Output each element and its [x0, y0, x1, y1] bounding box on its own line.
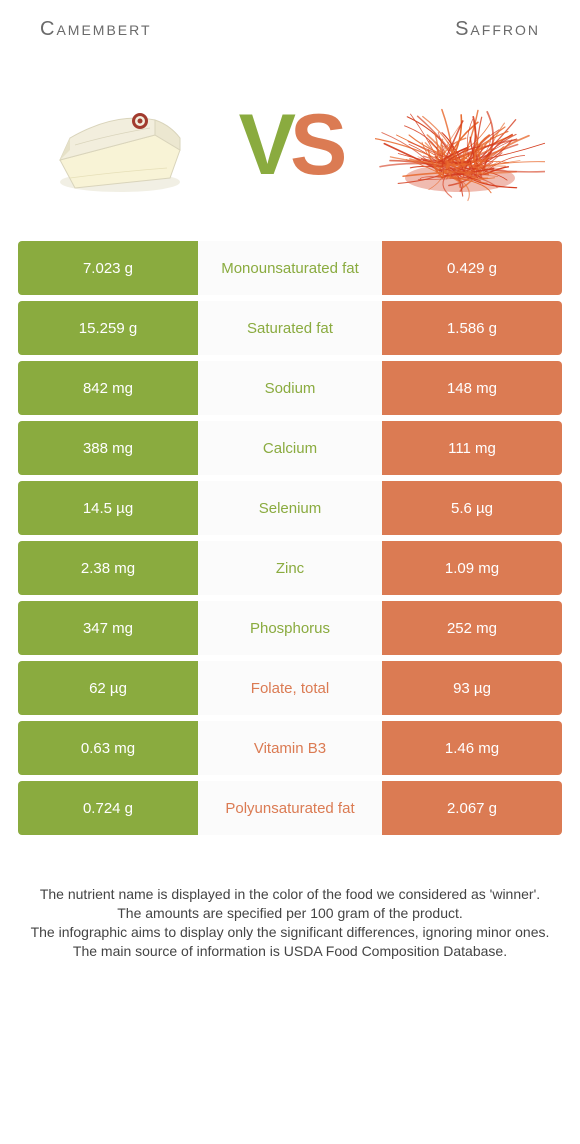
footer-line: The nutrient name is displayed in the co… [30, 885, 550, 904]
table-row: 0.724 gPolyunsaturated fat2.067 g [18, 781, 562, 835]
footer-line: The amounts are specified per 100 gram o… [30, 904, 550, 923]
table-row: 2.38 mgZinc1.09 mg [18, 541, 562, 595]
vs-s: S [290, 102, 341, 188]
hero-section: VS [0, 41, 580, 241]
right-value-cell: 1.46 mg [382, 721, 562, 775]
right-value-cell: 148 mg [382, 361, 562, 415]
left-value-cell: 347 mg [18, 601, 198, 655]
vs-v: V [239, 102, 290, 188]
nutrient-label-cell: Polyunsaturated fat [198, 781, 382, 835]
header: Camembert Saffron [0, 0, 580, 41]
left-value-cell: 0.724 g [18, 781, 198, 835]
table-row: 15.259 gSaturated fat1.586 g [18, 301, 562, 355]
left-value-cell: 0.63 mg [18, 721, 198, 775]
table-row: 388 mgCalcium111 mg [18, 421, 562, 475]
footer-notes: The nutrient name is displayed in the co… [0, 841, 580, 961]
table-row: 0.63 mgVitamin B31.46 mg [18, 721, 562, 775]
table-row: 347 mgPhosphorus252 mg [18, 601, 562, 655]
left-food-title: Camembert [40, 18, 152, 41]
left-value-cell: 62 µg [18, 661, 198, 715]
right-value-cell: 1.586 g [382, 301, 562, 355]
nutrient-label-cell: Phosphorus [198, 601, 382, 655]
camembert-illustration [45, 90, 195, 200]
left-value-cell: 842 mg [18, 361, 198, 415]
saffron-illustration [375, 85, 545, 205]
right-value-cell: 93 µg [382, 661, 562, 715]
table-row: 14.5 µgSelenium5.6 µg [18, 481, 562, 535]
nutrient-label-cell: Monounsaturated fat [198, 241, 382, 295]
right-value-cell: 252 mg [382, 601, 562, 655]
left-value-cell: 2.38 mg [18, 541, 198, 595]
vs-label: VS [239, 102, 342, 188]
right-value-cell: 0.429 g [382, 241, 562, 295]
right-value-cell: 2.067 g [382, 781, 562, 835]
right-value-cell: 5.6 µg [382, 481, 562, 535]
table-row: 62 µgFolate, total93 µg [18, 661, 562, 715]
left-value-cell: 15.259 g [18, 301, 198, 355]
nutrient-label-cell: Selenium [198, 481, 382, 535]
footer-line: The main source of information is USDA F… [30, 942, 550, 961]
left-food-image [30, 70, 210, 220]
left-value-cell: 14.5 µg [18, 481, 198, 535]
footer-line: The infographic aims to display only the… [30, 923, 550, 942]
comparison-table: 7.023 gMonounsaturated fat0.429 g 15.259 … [18, 241, 562, 835]
left-value-cell: 388 mg [18, 421, 198, 475]
table-row: 842 mgSodium148 mg [18, 361, 562, 415]
nutrient-label-cell: Saturated fat [198, 301, 382, 355]
right-food-image [370, 70, 550, 220]
nutrient-label-cell: Folate, total [198, 661, 382, 715]
left-value-cell: 7.023 g [18, 241, 198, 295]
nutrient-label-cell: Zinc [198, 541, 382, 595]
table-row: 7.023 gMonounsaturated fat0.429 g [18, 241, 562, 295]
nutrient-label-cell: Calcium [198, 421, 382, 475]
right-food-title: Saffron [455, 18, 540, 41]
right-value-cell: 1.09 mg [382, 541, 562, 595]
nutrient-label-cell: Vitamin B3 [198, 721, 382, 775]
right-value-cell: 111 mg [382, 421, 562, 475]
nutrient-label-cell: Sodium [198, 361, 382, 415]
